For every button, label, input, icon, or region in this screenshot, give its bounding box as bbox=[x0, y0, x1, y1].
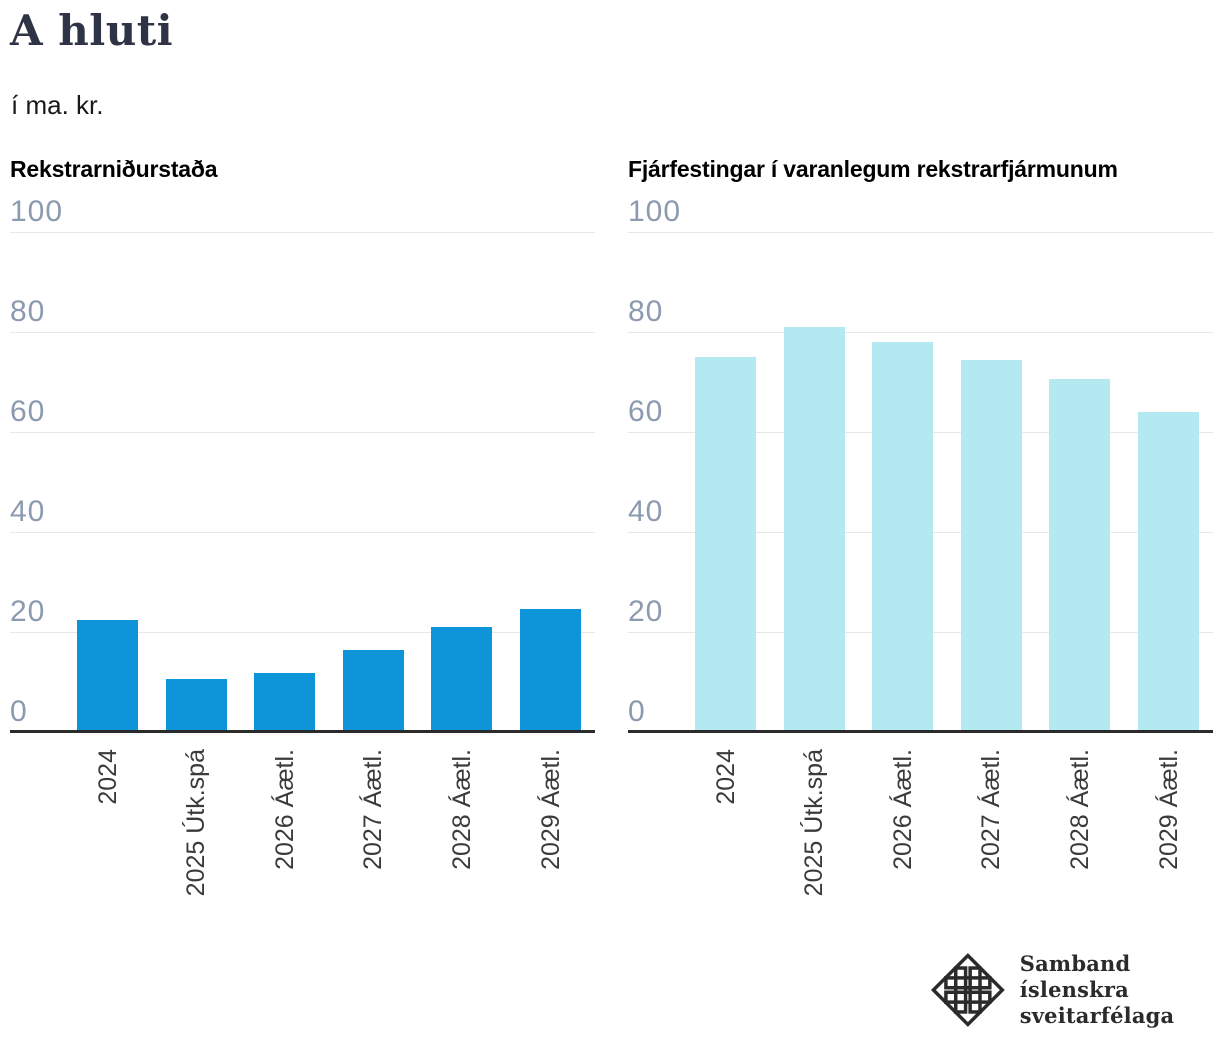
gridline-60 bbox=[10, 432, 595, 433]
x-axis-line bbox=[628, 730, 1213, 733]
plot-area-left: 100 80 60 40 20 0 bbox=[10, 195, 595, 735]
x-axis-line bbox=[10, 730, 595, 733]
chart-title-right: Fjárfestingar í varanlegum rekstrarfjárm… bbox=[628, 156, 1118, 182]
x-tick-label-2026: 2026 Áætl. bbox=[888, 749, 917, 870]
bar-2025 bbox=[783, 327, 845, 732]
y-tick-label-40: 40 bbox=[628, 495, 664, 528]
bar-2027 bbox=[960, 359, 1022, 732]
x-tick-label-2024: 2024 bbox=[711, 749, 740, 805]
y-tick-label-60: 60 bbox=[10, 395, 46, 428]
bar-2026 bbox=[872, 342, 934, 732]
x-tick-label-2026: 2026 Áætl. bbox=[270, 749, 299, 870]
y-tick-label-100: 100 bbox=[628, 195, 682, 228]
y-tick-label-40: 40 bbox=[10, 495, 46, 528]
x-tick-label-2025: 2025 Útk.spá bbox=[800, 749, 829, 897]
bar-2028 bbox=[431, 627, 493, 732]
x-tick-label-2024: 2024 bbox=[93, 749, 122, 805]
y-tick-label-0: 0 bbox=[628, 695, 646, 728]
plot-area-right: 100 80 60 40 20 0 bbox=[628, 195, 1213, 735]
y-tick-label-20: 20 bbox=[628, 595, 664, 628]
bar-2024 bbox=[695, 357, 756, 732]
y-tick-label-0: 0 bbox=[10, 695, 28, 728]
gridline-20 bbox=[10, 632, 595, 633]
samband-islenskra-sveitarfelaga-logo-icon bbox=[930, 953, 1005, 1027]
x-axis-labels-left: 2024 2025 Útk.spá 2026 Áætl. 2027 Áætl. 2028… bbox=[10, 735, 595, 945]
x-tick-label-2027: 2027 Áætl. bbox=[977, 749, 1006, 870]
bar-2029 bbox=[520, 609, 581, 732]
charts-row: Rekstrarniðurstaða 100 80 60 40 20 0 2024 2025… bbox=[10, 150, 1213, 945]
logo-text-line2: sveitarfélaga bbox=[1019, 1003, 1175, 1028]
x-tick-label-2029: 2029 Áætl. bbox=[536, 749, 565, 870]
x-tick-label-2025: 2025 Útk.spá bbox=[182, 749, 211, 897]
bar-2026 bbox=[254, 673, 316, 732]
y-tick-label-20: 20 bbox=[10, 595, 46, 628]
bar-2025 bbox=[165, 678, 227, 732]
bar-2024 bbox=[77, 619, 138, 732]
bar-2027 bbox=[342, 650, 404, 732]
page-title: A hluti bbox=[10, 6, 174, 55]
y-tick-label-80: 80 bbox=[628, 295, 664, 328]
y-tick-label-60: 60 bbox=[628, 395, 664, 428]
gridline-80 bbox=[628, 332, 1213, 333]
footer-logo: Samband íslenskra sveitarfélaga bbox=[930, 947, 1220, 1033]
x-tick-label-2029: 2029 Áætl. bbox=[1154, 749, 1183, 870]
x-tick-label-2028: 2028 Áætl. bbox=[1065, 749, 1094, 870]
logo-text-line1: Samband íslenskra bbox=[1019, 951, 1131, 1002]
gridline-80 bbox=[10, 332, 595, 333]
chart-title-left: Rekstrarniðurstaða bbox=[10, 156, 218, 182]
x-tick-label-2027: 2027 Áætl. bbox=[359, 749, 388, 870]
bar-2028 bbox=[1049, 379, 1111, 732]
page-subtitle: í ma. kr. bbox=[11, 90, 104, 120]
bar-2029 bbox=[1138, 412, 1199, 732]
chart-rekstrarnidurstada: Rekstrarniðurstaða 100 80 60 40 20 0 2024 2025… bbox=[10, 150, 595, 945]
y-tick-label-100: 100 bbox=[10, 195, 64, 228]
gridline-100 bbox=[628, 232, 1213, 233]
x-tick-label-2028: 2028 Áætl. bbox=[447, 749, 476, 870]
x-axis-labels-right: 2024 2025 Útk.spá 2026 Áætl. 2027 Áætl. 2028… bbox=[628, 735, 1213, 945]
gridline-40 bbox=[10, 532, 595, 533]
gridline-100 bbox=[10, 232, 595, 233]
logo-text: Samband íslenskra sveitarfélaga bbox=[1020, 951, 1220, 1029]
y-tick-label-80: 80 bbox=[10, 295, 46, 328]
chart-fjarfestingar: Fjárfestingar í varanlegum rekstrarfjárm… bbox=[628, 150, 1213, 945]
